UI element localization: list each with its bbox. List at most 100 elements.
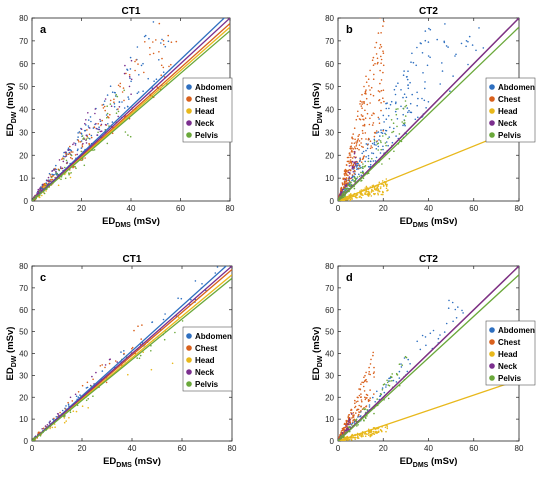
point-head [372, 184, 375, 187]
point-neck [99, 118, 101, 121]
point-abdomen [388, 136, 391, 138]
point-chest [349, 159, 352, 161]
y-tick-label: 10 [19, 174, 28, 183]
point-abdomen [356, 164, 359, 167]
point-head [382, 185, 385, 187]
fit-line-neck [32, 18, 230, 201]
point-abdomen [386, 102, 388, 104]
point-chest [362, 385, 365, 388]
point-pelvis [373, 140, 376, 142]
point-abdomen [120, 351, 122, 353]
point-head [339, 441, 341, 443]
point-chest [90, 136, 93, 139]
point-chest [167, 34, 169, 37]
point-chest [355, 401, 358, 403]
point-chest [372, 56, 375, 59]
point-pelvis [123, 89, 125, 92]
point-neck [96, 134, 99, 136]
point-chest [383, 20, 385, 23]
point-abdomen [393, 127, 395, 130]
point-pelvis [365, 417, 367, 420]
x-axis-label: EDDMS (mSv) [400, 216, 458, 229]
point-chest [79, 132, 81, 134]
point-abdomen [387, 144, 389, 147]
point-chest [361, 381, 363, 384]
point-chest [70, 151, 72, 153]
point-chest [113, 98, 115, 101]
point-abdomen [366, 147, 369, 150]
panel-letter: b [346, 24, 353, 36]
point-abdomen [425, 107, 427, 109]
point-chest [162, 39, 165, 42]
point-chest [351, 174, 354, 176]
point-abdomen [395, 135, 397, 137]
point-chest [366, 112, 369, 115]
point-abdomen [465, 40, 468, 42]
point-chest [51, 175, 54, 177]
point-neck [100, 130, 103, 132]
point-chest [64, 408, 67, 410]
point-chest [342, 178, 345, 180]
point-neck [37, 192, 40, 194]
point-chest [368, 371, 371, 373]
point-pelvis [371, 157, 373, 160]
point-head [68, 416, 70, 419]
point-neck [95, 122, 97, 125]
point-chest [369, 399, 371, 402]
point-chest [365, 371, 367, 374]
point-head [357, 435, 359, 438]
point-abdomen [425, 344, 427, 347]
point-neck [355, 160, 358, 163]
point-head [38, 196, 41, 199]
point-neck [345, 428, 348, 431]
point-chest [103, 105, 106, 108]
point-chest [362, 132, 364, 134]
point-chest [123, 99, 125, 102]
point-head [81, 405, 84, 408]
point-pelvis [74, 166, 76, 168]
y-tick-label: 60 [19, 306, 28, 315]
point-pelvis [362, 177, 365, 180]
point-neck [118, 106, 121, 108]
point-neck [46, 179, 48, 182]
point-abdomen [355, 166, 358, 168]
fit-line-pelvis [32, 277, 232, 441]
point-pelvis [83, 137, 85, 139]
point-chest [111, 132, 114, 135]
point-pelvis [69, 411, 72, 414]
point-abdomen [395, 381, 398, 383]
point-chest [170, 63, 172, 66]
point-abdomen [372, 152, 375, 155]
point-chest [376, 57, 379, 60]
point-pelvis [391, 380, 393, 382]
point-head [75, 410, 78, 413]
point-neck [42, 183, 44, 186]
point-abdomen [78, 131, 81, 133]
y-tick-label: 10 [19, 415, 28, 424]
point-abdomen [212, 261, 214, 263]
point-neck [340, 193, 342, 196]
point-neck [48, 422, 51, 424]
point-pelvis [397, 108, 399, 110]
point-pelvis [116, 95, 119, 98]
point-head [381, 430, 383, 433]
point-chest [163, 43, 165, 46]
point-chest [86, 129, 88, 131]
point-pelvis [348, 185, 351, 188]
point-abdomen [365, 149, 367, 152]
point-pelvis [377, 149, 380, 151]
point-abdomen [402, 124, 404, 127]
point-chest [348, 414, 350, 416]
point-head [338, 441, 340, 443]
point-chest [352, 138, 354, 140]
point-abdomen [84, 129, 87, 132]
point-chest [373, 366, 375, 369]
panel-title: CT2 [419, 6, 438, 17]
point-abdomen [406, 75, 408, 78]
point-abdomen [445, 322, 448, 325]
point-pelvis [380, 148, 383, 151]
point-neck [51, 170, 53, 172]
point-neck [104, 364, 107, 366]
panel-letter: a [40, 24, 47, 36]
point-neck [82, 142, 84, 145]
